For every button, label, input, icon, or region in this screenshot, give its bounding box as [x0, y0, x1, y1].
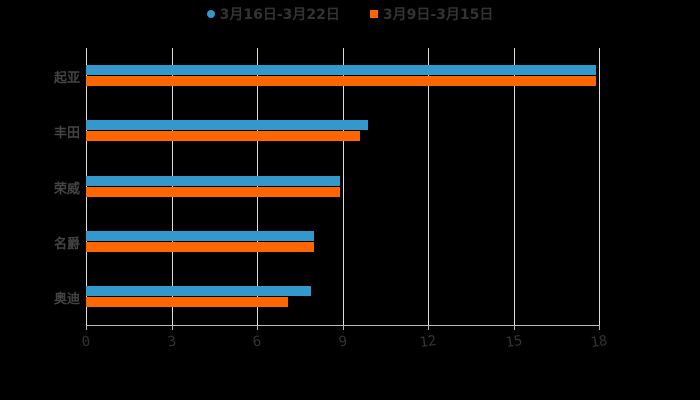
x-tick-label: 9 — [337, 333, 348, 351]
bar[interactable] — [86, 186, 340, 197]
category-label: 名爵 — [53, 236, 80, 252]
x-tick-label: 6 — [251, 333, 263, 351]
category-label: 起亚 — [53, 70, 80, 86]
chart-legend: 3月16日-3月22日 3月9日-3月15日 — [0, 4, 700, 24]
category-label: 丰田 — [53, 126, 80, 142]
x-tick-label: 15 — [504, 332, 523, 352]
square-marker-icon — [369, 10, 378, 18]
bar[interactable] — [86, 75, 597, 86]
gridline — [428, 48, 429, 325]
axis-tick — [513, 325, 515, 330]
axis-tick — [428, 325, 429, 330]
category-label: 荣威 — [53, 181, 80, 197]
bar[interactable] — [86, 175, 340, 186]
axis-tick — [257, 325, 258, 330]
axis-tick — [86, 325, 87, 330]
x-tick-label: 3 — [166, 333, 177, 351]
x-tick-label: 18 — [589, 332, 609, 352]
category-label: 奥迪 — [53, 292, 80, 308]
circle-marker-icon — [206, 10, 215, 18]
bar[interactable] — [86, 230, 314, 241]
gridline — [513, 48, 515, 325]
bar[interactable] — [86, 120, 369, 131]
gridline — [599, 48, 600, 325]
bar[interactable] — [86, 297, 289, 308]
axis-tick — [599, 325, 600, 330]
gridline — [342, 48, 344, 325]
x-axis — [86, 325, 600, 326]
axis-tick — [342, 325, 344, 330]
legend-label: 3月16日-3月22日 — [219, 7, 340, 23]
x-tick-label: 0 — [80, 333, 92, 351]
axis-tick — [171, 325, 173, 330]
bar[interactable] — [86, 131, 360, 142]
legend-item-series-2[interactable]: 3月9日-3月15日 — [369, 4, 494, 24]
legend-label: 3月9日-3月15日 — [382, 7, 494, 23]
bar[interactable] — [86, 286, 312, 297]
x-tick-label: 12 — [418, 332, 438, 352]
bar[interactable] — [86, 241, 314, 252]
legend-item-series-1[interactable]: 3月16日-3月22日 — [206, 4, 340, 24]
bar[interactable] — [86, 64, 597, 75]
